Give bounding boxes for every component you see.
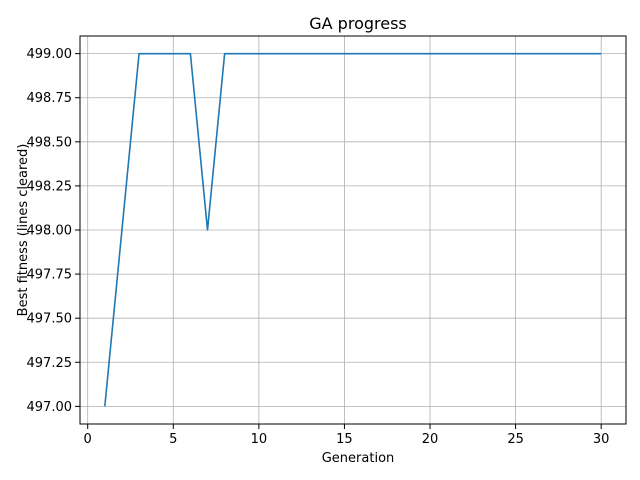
y-tick-label: 498.75 [27, 91, 73, 106]
chart-title: GA progress [309, 14, 407, 33]
series-layer [104, 52, 602, 407]
y-tick-label: 498.50 [27, 135, 73, 150]
x-tick-label: 20 [422, 432, 439, 447]
series-line-0 [104, 52, 602, 407]
x-tick-label: 30 [593, 432, 610, 447]
y-tick-label: 497.00 [27, 400, 73, 415]
grid [80, 36, 626, 424]
x-tick-label: 10 [251, 432, 268, 447]
y-tick-label: 498.25 [27, 179, 73, 194]
x-tick-label: 25 [507, 432, 524, 447]
x-tick-label: 0 [84, 432, 92, 447]
x-axis-label: Generation [322, 451, 395, 466]
y-tick-label: 498.00 [27, 224, 73, 239]
ticks: 0 5 10 15 20 25 30 497.00 497.25 497.50 497.75 498.… [27, 47, 610, 447]
y-tick-label: 497.50 [27, 312, 73, 327]
y-tick-label: 497.25 [27, 356, 73, 371]
y-tick-label: 499.00 [27, 47, 73, 62]
x-tick-label: 5 [169, 432, 177, 447]
y-tick-label: 497.75 [27, 268, 73, 283]
x-tick-label: 15 [336, 432, 353, 447]
y-axis-label: Best fitness (lines cleared) [16, 144, 31, 317]
